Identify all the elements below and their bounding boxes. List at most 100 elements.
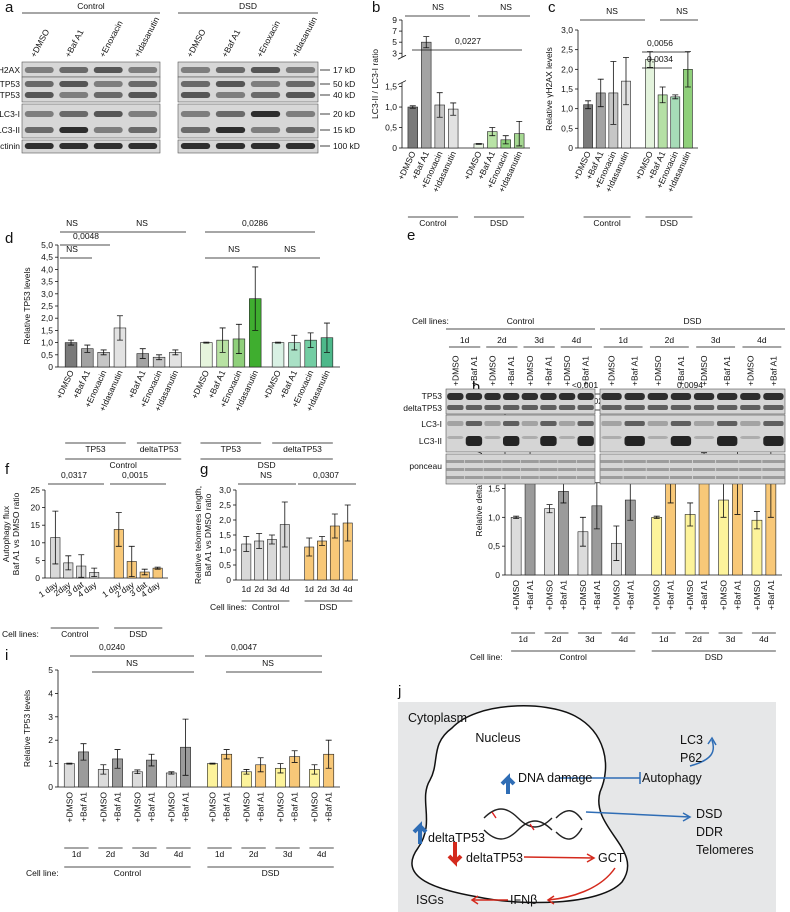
blot-band (93, 127, 123, 133)
y-axis-label: Baf A1 vs DMSO ratio (11, 492, 21, 575)
error-bar (311, 764, 318, 775)
blot-band (59, 67, 89, 73)
y-tick-label: 0,5 (385, 123, 397, 133)
set-label: 3d (585, 634, 595, 644)
blot-band (693, 421, 715, 426)
error-bar (219, 327, 226, 353)
blot-row-label: ponceau (409, 461, 442, 471)
panel-letter: i (5, 647, 8, 664)
lane-label: +DMSO (745, 355, 755, 386)
significance-label: NS (676, 6, 688, 16)
y-tick-label: 3 (392, 48, 397, 58)
blot-band (763, 393, 784, 400)
significance-label: 0,0047 (231, 642, 257, 652)
day-label: 1d (618, 335, 628, 345)
size-label: 50 kD (333, 79, 355, 89)
blot-band (180, 92, 211, 98)
ponceau-band (739, 476, 762, 479)
error-bar (80, 743, 87, 761)
blot-band (601, 421, 622, 426)
ponceau-band (539, 476, 558, 479)
ponceau-band (692, 476, 716, 479)
error-bar (306, 537, 313, 557)
blot-band (250, 92, 281, 98)
blot-band (59, 127, 89, 133)
blot-band (624, 393, 645, 400)
ponceau-band (600, 476, 623, 479)
lane-label: +Baf A1 (768, 356, 778, 386)
ponceau-band (483, 476, 502, 479)
error-bar (307, 332, 314, 348)
blot-band (465, 421, 483, 426)
blot-band (540, 405, 557, 410)
ponceau-band (762, 476, 785, 479)
axis-note: Cell line: (470, 652, 503, 662)
lane-label: +Idasanutin (289, 15, 319, 59)
x-tick-label: 3d (330, 584, 340, 594)
blot-band (693, 405, 715, 410)
error-bar (344, 504, 351, 542)
error-bar (223, 749, 230, 760)
diagram-label: Telomeres (696, 843, 754, 857)
error-bar (100, 764, 107, 775)
blot-band (93, 81, 123, 87)
y-tick-label: 1,0 (41, 338, 53, 348)
group-label: DSD (490, 218, 508, 228)
ponceau-band (623, 468, 646, 471)
blot-band (740, 436, 761, 439)
x-tick-label: +Baf A1 (558, 580, 568, 610)
group-label: Control (61, 629, 89, 639)
y-tick-label: 0 (226, 575, 231, 585)
blot-band (540, 393, 557, 400)
set-label: 3d (283, 849, 293, 859)
ponceau-band (600, 468, 623, 471)
set-label: 3d (140, 849, 150, 859)
x-tick-label: +Baf A1 (324, 792, 334, 822)
group-label: DSD (129, 629, 147, 639)
x-tick-label: +DMSO (611, 580, 621, 611)
cell-outline (411, 705, 629, 904)
size-label: 100 kD (333, 141, 360, 151)
ponceau-band (558, 476, 577, 479)
significance-label: NS (262, 658, 274, 668)
y-tick-label: 1,0 (219, 545, 231, 555)
error-bar (203, 341, 210, 344)
y-tick-label: 0 (48, 782, 53, 792)
y-tick-label: 4,5 (41, 252, 53, 262)
blot-band (670, 421, 692, 426)
error-bar (172, 349, 179, 356)
lane-label: +Baf A1 (469, 356, 479, 386)
set-label: 4d (174, 849, 184, 859)
blot-band (215, 92, 246, 98)
bar (558, 491, 569, 576)
lane-label: +DMSO (699, 355, 709, 386)
significance-label: NS (126, 658, 138, 668)
blot-band (740, 405, 761, 410)
x-tick-label: +Baf A1 (256, 792, 266, 822)
x-tick-label: +DMSO (578, 580, 588, 611)
set-label: deltaTP53 (140, 444, 179, 454)
significance-label: NS (228, 244, 240, 254)
panel-letter: j (397, 683, 401, 700)
blot-band (128, 127, 158, 133)
blot-band (624, 421, 645, 426)
x-tick-label: +DMSO (241, 792, 251, 823)
set-label: 2d (106, 849, 116, 859)
error-bar (489, 127, 496, 137)
lane-label: +Idasanutin (132, 15, 162, 59)
blot-strip (177, 139, 319, 154)
ponceau-band (692, 460, 716, 463)
error-bar (139, 348, 146, 359)
error-bar (52, 510, 59, 565)
lane-label: +DMSO (607, 355, 617, 386)
blot-band (484, 405, 501, 410)
blot-band (215, 67, 246, 73)
error-bar (319, 536, 326, 546)
x-tick-label: +Baf A1 (147, 792, 157, 822)
x-tick-label: +DMSO (309, 792, 319, 823)
lane-label: +Baf A1 (219, 28, 242, 59)
blot-band (215, 111, 246, 117)
lane-label: +Enoxacin (97, 19, 125, 59)
y-tick-label: 3,0 (561, 25, 573, 35)
y-tick-label: 2,0 (219, 515, 231, 525)
